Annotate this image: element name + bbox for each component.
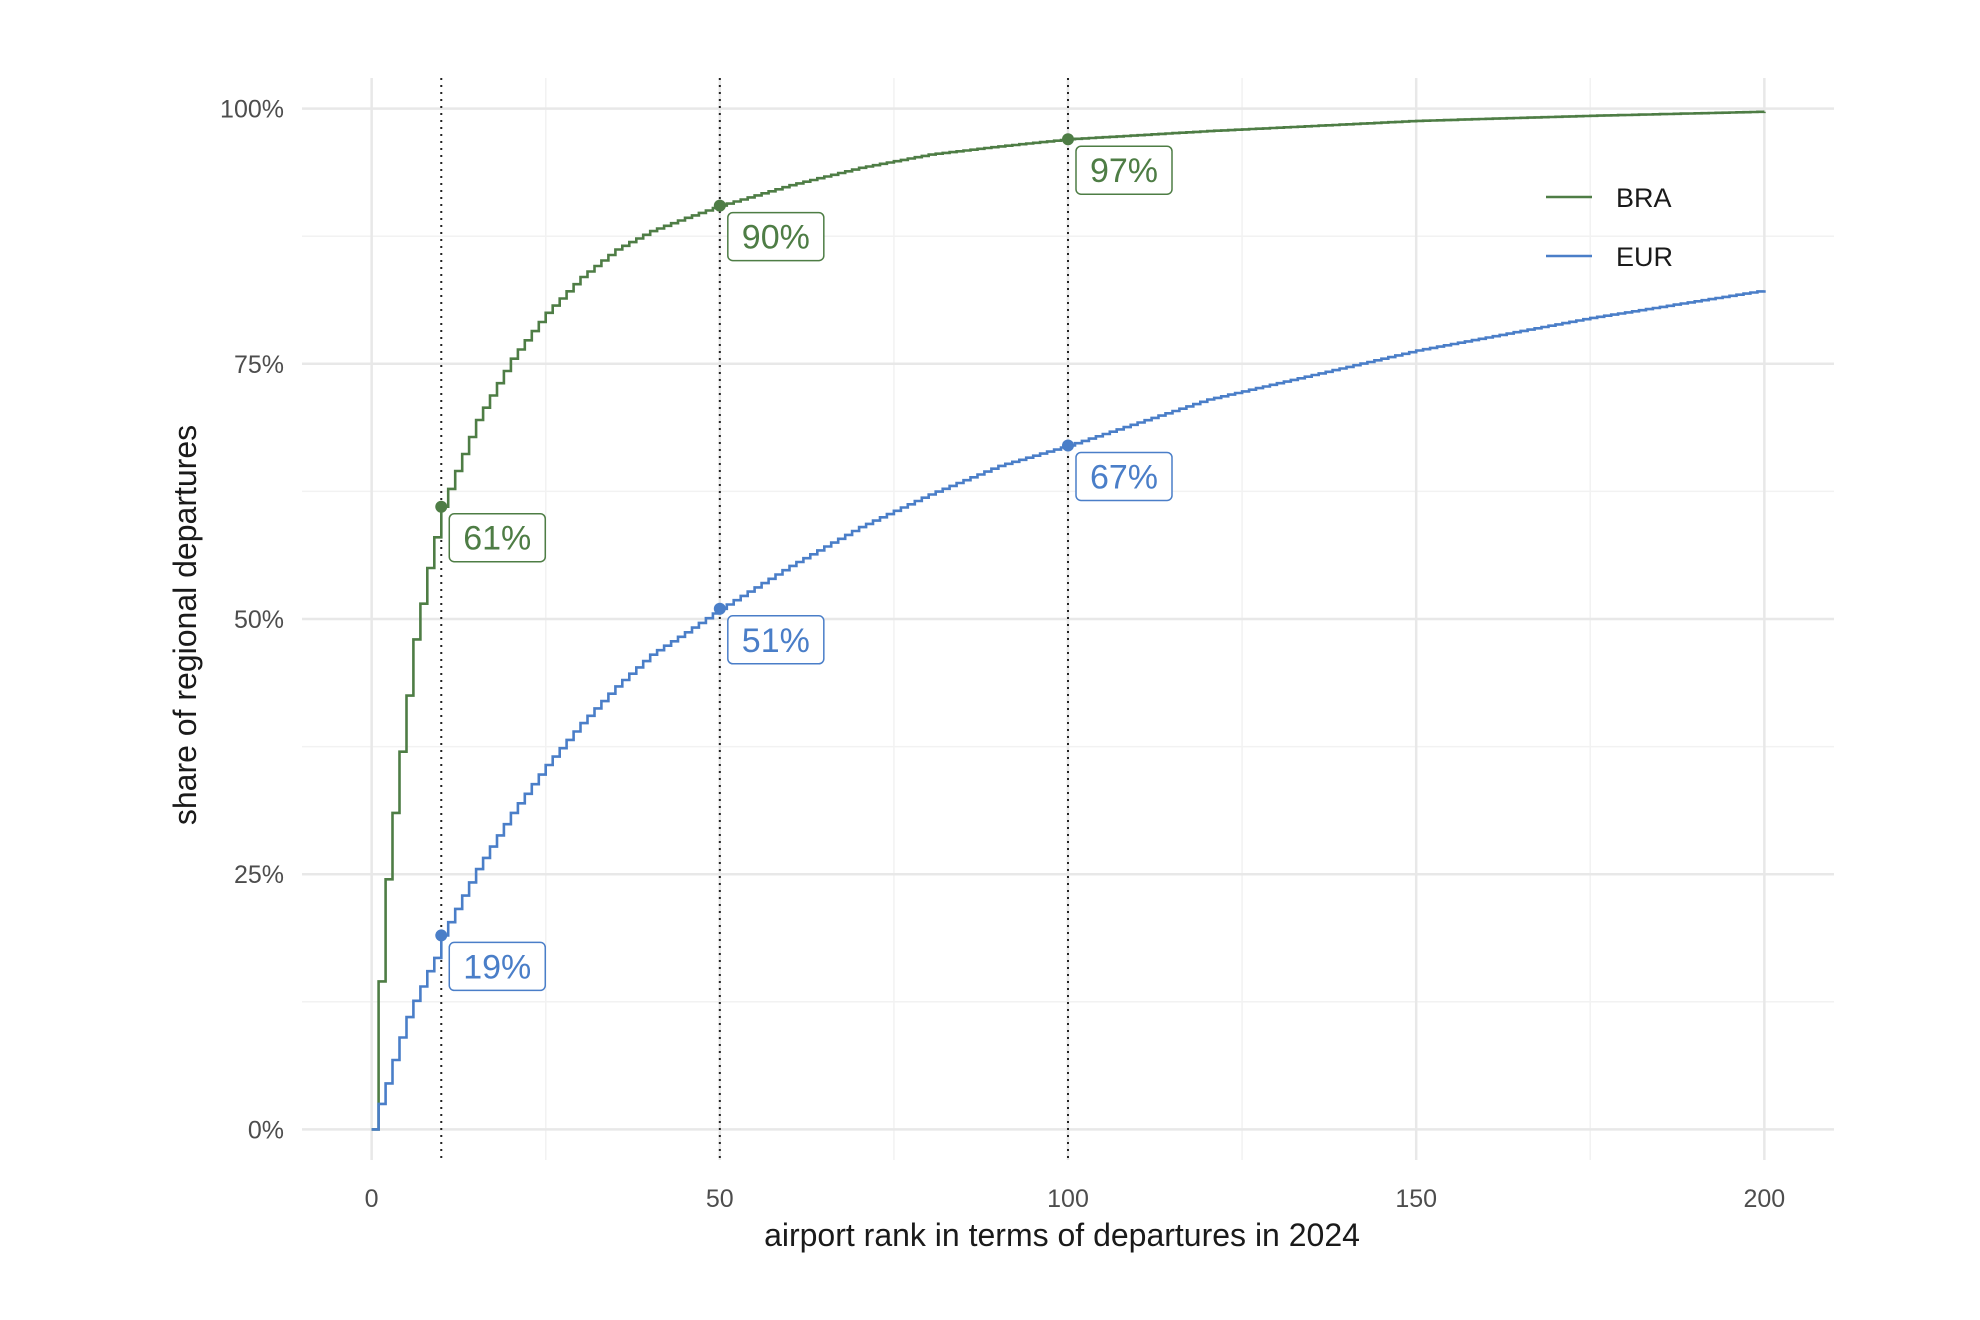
data-label-box [448, 512, 547, 563]
x-tick-label: 0 [365, 1185, 379, 1213]
data-point-marker [1062, 133, 1074, 146]
y-tick-label: 50% [234, 606, 284, 634]
data-label: 61% [463, 520, 531, 558]
x-tick-label: 100 [1047, 1185, 1089, 1213]
data-point-marker [713, 602, 726, 615]
x-axis-title: airport rank in terms of departures in 2… [764, 1217, 1360, 1253]
x-tick-label: 150 [1395, 1185, 1437, 1213]
data-label-box [727, 615, 825, 665]
y-tick-label: 100% [220, 96, 284, 124]
data-point-marker [435, 929, 448, 942]
y-axis-title: share of regional departures [167, 425, 203, 825]
y-tick-label: 0% [248, 1116, 284, 1144]
legend-label-bra: BRA [1616, 183, 1672, 213]
data-label: 19% [463, 948, 531, 986]
legend-label-eur: EUR [1616, 242, 1673, 272]
data-point-marker [435, 500, 448, 513]
data-label: 67% [1090, 458, 1158, 496]
y-tick-label: 25% [234, 861, 284, 889]
y-axis-ticks: 0% 25% 50% 75% 100% [220, 96, 284, 1145]
data-label-box [1075, 145, 1173, 195]
y-tick-label: 75% [234, 351, 284, 379]
data-label: 90% [742, 219, 810, 257]
data-point-marker [1062, 439, 1074, 452]
x-tick-label: 200 [1744, 1185, 1786, 1213]
annotation-markers [435, 133, 1074, 942]
x-tick-label: 50 [706, 1185, 734, 1213]
data-label-box [1075, 451, 1173, 502]
data-point-marker [713, 199, 726, 212]
legend: BRA EUR [1546, 183, 1673, 272]
data-label-box [448, 941, 547, 992]
reference-lines [440, 78, 1069, 1160]
data-label: 97% [1090, 152, 1158, 190]
data-label: 51% [742, 622, 810, 660]
data-label-box [727, 211, 825, 262]
x-axis-ticks: 0 50 100 150 200 [365, 1185, 1786, 1213]
annotation-labels: 61% 90% 97% 19% 51% 67% [448, 145, 1173, 992]
